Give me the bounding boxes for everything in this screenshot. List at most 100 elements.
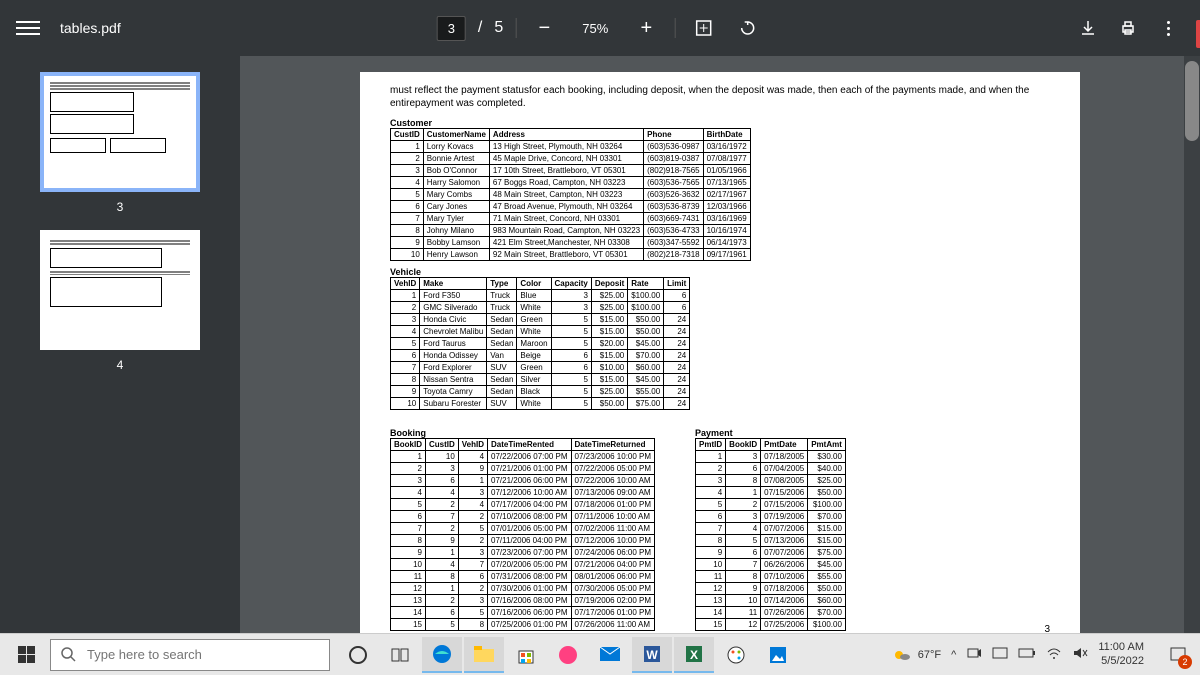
table-row: 7407/07/2006$15.00 [696,523,846,535]
table-cell: Truck [487,290,517,302]
page-separator: / [478,19,482,37]
table-cell: $70.00 [808,607,846,619]
zoom-in-button[interactable]: + [630,12,662,44]
table-row: 10Subaru ForesterSUVWhite5$50.00$75.0024 [391,398,690,410]
table-cell: 1 [726,487,761,499]
table-cell: 47 Broad Avenue, Plymouth, NH 03264 [489,201,643,213]
pdf-toolbar: tables.pdf 3 / 5 − 75% + [0,0,1200,56]
zoom-out-button[interactable]: − [528,12,560,44]
table-row: 9607/07/2006$75.00 [696,547,846,559]
table-cell: 13 High Street, Plymouth, NH 03264 [489,141,643,153]
table-cell: 07/21/2006 06:00 PM [488,475,572,487]
file-explorer-icon[interactable] [464,637,504,673]
page-view[interactable]: must reflect the payment statusfor each … [240,56,1200,633]
store-icon[interactable] [506,637,546,673]
app-icon[interactable] [548,637,588,673]
clock[interactable]: 11:00 AM 5/5/2022 [1098,641,1152,667]
table-cell: 2 [696,463,726,475]
table-cell: 9 [391,237,424,249]
table-cell: 11 [696,571,726,583]
table-cell: 4 [458,499,487,511]
table-cell: (603)526-3632 [644,189,703,201]
table-cell: Green [517,314,551,326]
word-icon[interactable]: W [632,637,672,673]
table-cell: 6 [458,571,487,583]
paint-icon[interactable] [716,637,756,673]
table-header: Type [487,278,517,290]
table-cell: 5 [551,314,591,326]
cortana-icon[interactable] [338,637,378,673]
tray-meet-icon[interactable] [966,645,982,664]
table-cell: (603)819-0387 [644,153,703,165]
date: 5/5/2022 [1098,655,1144,668]
table-cell: 03/16/1972 [703,141,750,153]
table-cell: 3 [458,487,487,499]
tray-volume-icon[interactable] [1072,646,1088,663]
table-cell: 6 [664,302,690,314]
table-cell: $25.00 [808,475,846,487]
fit-page-icon[interactable] [687,12,719,44]
pdf-filename: tables.pdf [60,20,121,36]
table-cell: $15.00 [591,314,627,326]
vertical-scrollbar[interactable] [1184,56,1200,633]
print-icon[interactable] [1112,12,1144,44]
table-cell: 07/11/2006 04:00 PM [488,535,572,547]
table-row: 5207/15/2006$100.00 [696,499,846,511]
thumbnail-page-3[interactable] [40,72,200,192]
table-cell: Ford Explorer [420,362,487,374]
photos-icon[interactable] [758,637,798,673]
tray-chevron-icon[interactable]: ^ [951,649,956,661]
taskbar-search[interactable] [50,639,330,671]
table-cell: White [517,398,551,410]
mail-icon[interactable] [590,637,630,673]
table-cell: Lorry Kovacs [423,141,489,153]
edge-icon[interactable] [422,637,462,673]
download-icon[interactable] [1072,12,1104,44]
menu-icon[interactable] [16,16,40,40]
tray-keyboard-icon[interactable] [992,647,1008,662]
tray-wifi-icon[interactable] [1046,646,1062,663]
current-page-input[interactable]: 3 [437,16,466,41]
table-cell: 07/18/2005 [761,451,808,463]
table-cell: 8 [391,225,424,237]
table-cell: 5 [391,189,424,201]
table-cell: Johny Milano [423,225,489,237]
thumbnail-page-4[interactable] [40,230,200,350]
zoom-level[interactable]: 75% [572,17,618,40]
table-row: 44307/12/2006 10:00 AM07/13/2006 09:00 A… [391,487,655,499]
table-header: PmtDate [761,439,808,451]
excel-icon[interactable]: X [674,637,714,673]
table-cell: 2 [426,499,459,511]
table-cell: 1 [696,451,726,463]
weather-widget[interactable]: 67°F [892,645,941,665]
table-cell: Toyota Camry [420,386,487,398]
table-cell: $100.00 [628,290,664,302]
browser-extension-handle[interactable] [1196,20,1200,48]
table-cell: 07/13/2006 [761,535,808,547]
table-cell: $30.00 [808,451,846,463]
table-row: 3807/08/2005$25.00 [696,475,846,487]
search-input[interactable] [87,647,319,662]
table-header: DateTimeReturned [571,439,655,451]
table-cell: Blue [517,290,551,302]
table-cell: 48 Main Street, Campton, NH 03223 [489,189,643,201]
table-cell: 8 [391,374,420,386]
table-cell: 07/16/2006 08:00 PM [488,595,572,607]
table-cell: 6 [426,475,459,487]
start-button[interactable] [6,637,46,673]
table-row: 104707/20/2006 05:00 PM07/21/2006 04:00 … [391,559,655,571]
notification-icon[interactable]: 2 [1162,639,1194,671]
table-cell: 4 [426,487,459,499]
table-cell: $15.00 [808,535,846,547]
table-cell: 5 [391,499,426,511]
table-cell: (603)347-5592 [644,237,703,249]
task-view-icon[interactable] [380,637,420,673]
table-cell: $75.00 [808,547,846,559]
table-cell: 1 [426,547,459,559]
table-cell: 07/15/2006 [761,487,808,499]
more-icon[interactable] [1152,12,1184,44]
table-cell: 1 [426,583,459,595]
tray-battery-icon[interactable] [1018,648,1036,661]
table-cell: 07/23/2006 07:00 PM [488,547,572,559]
rotate-icon[interactable] [731,12,763,44]
